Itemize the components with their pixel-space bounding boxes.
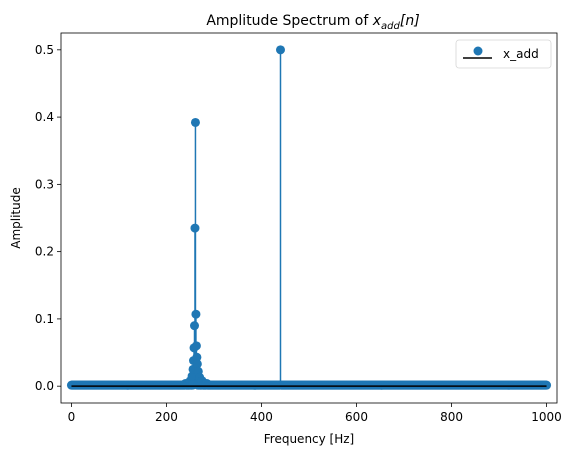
- chart-title-symbol: x: [372, 13, 382, 29]
- y-tick-label: 0.5: [35, 43, 54, 57]
- x-tick-label: 200: [155, 410, 178, 424]
- axes-frame: [60, 32, 558, 404]
- stem-marker: [192, 352, 202, 362]
- plot-area: [66, 45, 552, 390]
- y-axis-label: Amplitude: [9, 187, 23, 249]
- stem-marker: [190, 223, 200, 233]
- x-tick-label: 600: [345, 410, 368, 424]
- stem-marker: [190, 321, 200, 331]
- chart-title-subscript: add: [381, 21, 400, 32]
- x-tick-label: 0: [68, 410, 76, 424]
- y-tick-label: 0.4: [35, 110, 54, 124]
- legend-marker: [473, 46, 483, 56]
- y-tick-label: 0.3: [35, 177, 54, 191]
- x-axis-ticks: 0 200 400 600 800 1000: [68, 403, 562, 424]
- x-tick-label: 800: [440, 410, 463, 424]
- x-tick-label: 1000: [531, 410, 562, 424]
- stem-marker: [192, 359, 202, 369]
- stem-marker: [542, 380, 552, 390]
- chart-title-prefix: Amplitude Spectrum of: [206, 13, 372, 29]
- stem-marker: [191, 341, 201, 351]
- stem-marker: [191, 309, 201, 319]
- legend-label-x-add: x_add: [503, 47, 539, 61]
- chart-title-arg: [n]: [400, 13, 420, 29]
- y-tick-label: 0.2: [35, 245, 54, 259]
- y-tick-label: 0.0: [35, 379, 54, 393]
- stem-marker: [187, 371, 197, 381]
- stem-marker: [190, 117, 200, 127]
- y-tick-label: 0.1: [35, 312, 54, 326]
- x-axis-label: Frequency [Hz]: [264, 432, 355, 446]
- legend: x_add: [455, 39, 552, 69]
- stem-markers: [66, 45, 552, 390]
- chart-title: Amplitude Spectrum of xadd[n]: [206, 13, 419, 32]
- x-tick-label: 400: [250, 410, 273, 424]
- y-axis-ticks: 0.0 0.1 0.2 0.3 0.4 0.5: [35, 43, 61, 393]
- stem-marker: [275, 45, 285, 55]
